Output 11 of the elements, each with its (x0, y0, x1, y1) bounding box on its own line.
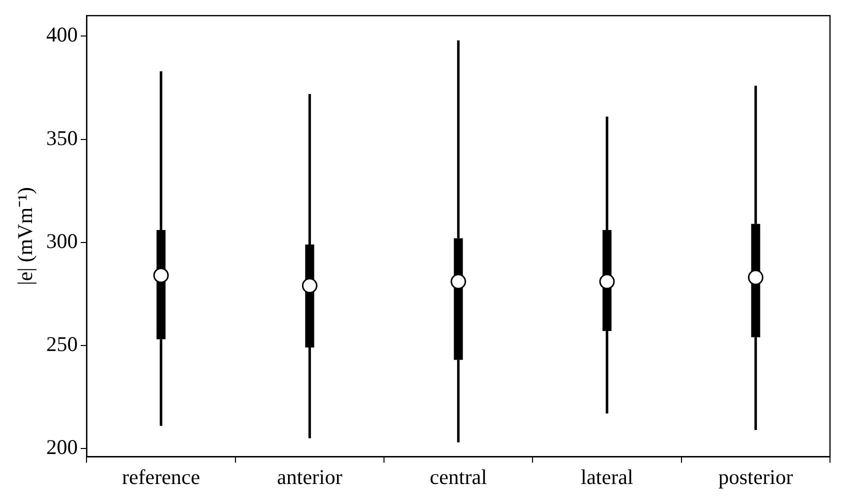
y-tick-label: 300 (46, 228, 78, 253)
x-tick-label: anterior (277, 464, 342, 489)
y-tick-label: 200 (46, 435, 78, 460)
x-tick-label: lateral (580, 464, 634, 489)
y-tick-label: 400 (46, 22, 78, 47)
x-tick-label: central (430, 464, 488, 489)
y-tick-label: 350 (46, 126, 78, 150)
y-tick-label: 250 (46, 332, 78, 356)
x-tick-label: reference (122, 464, 200, 489)
x-tick-label: posterior (718, 464, 793, 489)
y-axis-title: |e| (mVm⁻¹) (13, 187, 38, 286)
